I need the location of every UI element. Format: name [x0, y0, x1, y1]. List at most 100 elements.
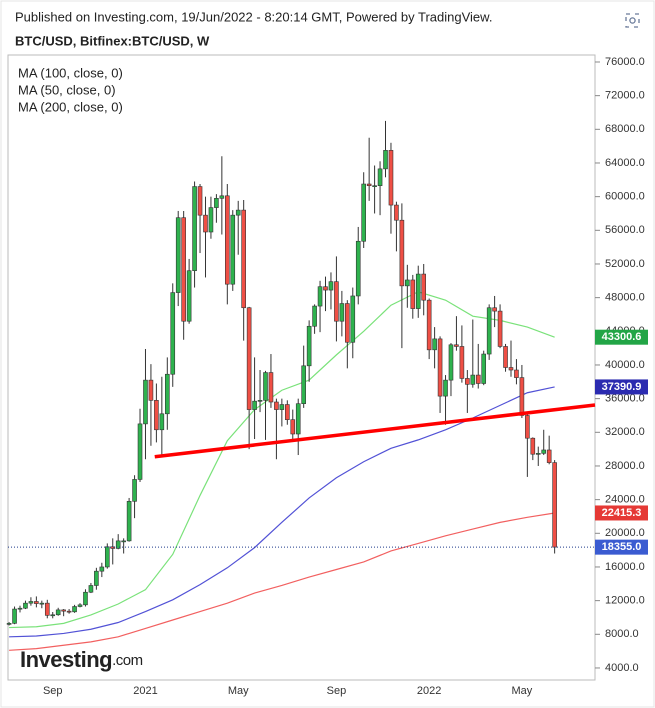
- candle-body: [530, 437, 536, 455]
- candle-body: [257, 400, 263, 402]
- price-tag-label: 37390.9: [602, 381, 642, 393]
- candle-body: [383, 150, 388, 170]
- candle-body: [334, 281, 339, 322]
- candle-body: [394, 204, 399, 221]
- candle-body: [126, 501, 132, 542]
- candle-body: [170, 292, 176, 375]
- price-tag-label: 22415.3: [602, 507, 642, 519]
- candle-body: [137, 423, 143, 480]
- candle-body: [94, 570, 99, 586]
- candle-body: [399, 219, 405, 287]
- y-tick-label: 28000.0: [605, 460, 645, 472]
- price-tag: [595, 539, 648, 555]
- candle-body: [17, 607, 23, 610]
- y-tick-label: 72000.0: [605, 90, 645, 102]
- icon-frame: [625, 13, 640, 28]
- trendline: [154, 403, 596, 459]
- candle-body: [241, 209, 246, 309]
- candle-body: [475, 374, 481, 384]
- candle-body: [186, 270, 192, 322]
- candle-body: [355, 240, 361, 297]
- candle-body: [432, 338, 437, 351]
- candle-body: [39, 602, 45, 605]
- candle-body: [104, 546, 110, 568]
- logo-suffix: .com: [112, 652, 143, 669]
- candle-body: [110, 546, 116, 549]
- candle-body: [28, 601, 34, 604]
- logo-word: Investing: [20, 647, 112, 672]
- candle-body: [481, 353, 487, 384]
- candle-body: [23, 602, 28, 609]
- logo: Investing.com: [20, 647, 143, 672]
- candle-body: [121, 540, 126, 543]
- candle-body: [99, 566, 105, 572]
- candle-body: [175, 217, 181, 293]
- candle-body: [66, 610, 72, 613]
- candle-body: [410, 279, 416, 309]
- candle-body: [552, 462, 557, 548]
- candle-body: [192, 186, 197, 272]
- candle-body: [317, 286, 323, 307]
- candle-body: [279, 404, 285, 410]
- y-tick-label: 52000.0: [605, 258, 645, 270]
- x-tick-label: 2021: [133, 685, 157, 697]
- candle-body: [470, 374, 476, 385]
- candle-body: [115, 540, 121, 549]
- y-tick-label: 4000.0: [605, 662, 639, 674]
- legend-entry: MA (100, close, 0): [18, 65, 123, 80]
- candle-body: [459, 346, 465, 379]
- candle-body: [285, 404, 290, 420]
- candle-body: [77, 604, 83, 607]
- candle-body: [55, 609, 61, 616]
- candle-body: [361, 183, 366, 242]
- x-tick-label: May: [228, 685, 249, 697]
- candle-body: [514, 369, 519, 378]
- y-tick-label: 68000.0: [605, 123, 645, 135]
- candle-body: [12, 608, 17, 624]
- y-tick-label: 12000.0: [605, 595, 645, 607]
- candle-body: [154, 400, 159, 431]
- ma-line: [9, 291, 555, 629]
- legend-entry: MA (50, close, 0): [18, 82, 116, 97]
- candle-body: [181, 217, 186, 322]
- candle-body: [541, 449, 547, 454]
- candle-body: [525, 415, 530, 439]
- candle-body: [546, 449, 552, 463]
- candle-body: [503, 346, 508, 368]
- candle-body: [388, 150, 394, 206]
- y-tick-label: 20000.0: [605, 527, 645, 539]
- y-tick-label: 48000.0: [605, 292, 645, 304]
- candle-body: [301, 365, 306, 404]
- candle-body: [252, 400, 257, 410]
- candle-body: [323, 286, 328, 291]
- candle-body: [372, 185, 377, 188]
- candle-body: [6, 623, 12, 625]
- candle-body: [497, 310, 503, 347]
- price-tag: [595, 505, 648, 521]
- candle-body: [492, 307, 497, 312]
- chart-title: BTC/USD, Bitfinex:BTC/USD, W: [15, 33, 210, 48]
- candle-body: [225, 195, 230, 285]
- x-tick-label: 2022: [417, 685, 441, 697]
- candle-body: [426, 299, 432, 351]
- candle-body: [508, 367, 514, 371]
- y-tick-label: 32000.0: [605, 426, 645, 438]
- candle-body: [164, 373, 170, 415]
- candle-body: [415, 273, 421, 309]
- candle-body: [486, 307, 492, 355]
- candle-body: [377, 168, 383, 187]
- y-tick-label: 56000.0: [605, 224, 645, 236]
- y-tick-label: 8000.0: [605, 628, 639, 640]
- candle-body: [88, 585, 94, 593]
- candle-body: [159, 413, 165, 431]
- x-tick-label: Sep: [327, 685, 347, 697]
- candle-body: [339, 303, 345, 322]
- candle-body: [268, 372, 274, 403]
- candle-body: [405, 279, 410, 287]
- candle-body: [421, 273, 427, 301]
- candle-body: [519, 377, 525, 416]
- candle-body: [290, 419, 296, 435]
- candle-body: [263, 372, 268, 401]
- snapshot-icon[interactable]: [625, 13, 640, 28]
- y-tick-label: 40000.0: [605, 359, 645, 371]
